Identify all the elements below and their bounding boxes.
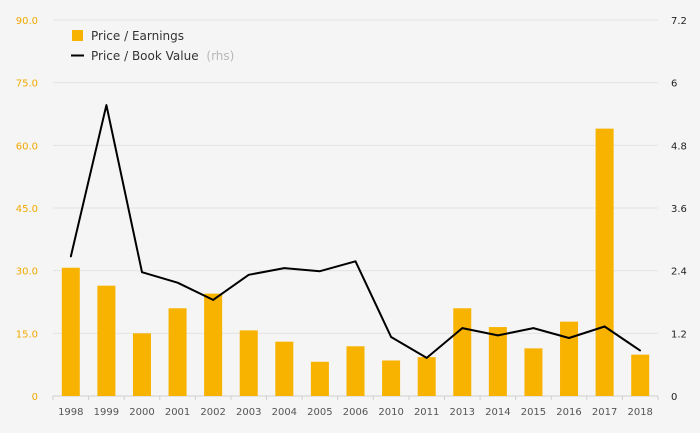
- x-tick-label: 2005: [307, 407, 332, 418]
- pb-point-2016: [568, 337, 570, 339]
- pb-point-2017: [603, 325, 606, 328]
- pe-bar-2006: [346, 346, 365, 396]
- pb-point-2011: [425, 357, 428, 359]
- pe-bar-2000: [132, 333, 151, 396]
- x-tick-label: 2017: [592, 407, 617, 418]
- pb-point-2018: [639, 349, 642, 352]
- pb-point-1999: [105, 104, 108, 106]
- x-tick-label: 2006: [343, 407, 368, 418]
- x-tick-label: 2001: [165, 407, 190, 418]
- x-tick-label: 2018: [627, 407, 652, 418]
- y-right-tick-label: 3.6: [671, 204, 687, 215]
- y-left-tick-label: 75.0: [16, 79, 38, 90]
- y-left-tick-label: 0: [32, 392, 38, 403]
- gridlines: [53, 19, 658, 397]
- x-tick-label: 2014: [485, 407, 510, 418]
- pe-bar-2010: [382, 360, 401, 396]
- x-tick-label: 1999: [94, 407, 119, 418]
- pe-bar-2004: [275, 341, 294, 396]
- y-right-tick-label: 0: [671, 392, 677, 403]
- y-left-tick-label: 15.0: [16, 329, 38, 340]
- pb-point-2002: [212, 299, 214, 301]
- y-axis-left: 0 15.0 30.0 45.0 60.0 75.0 90.0: [16, 16, 38, 403]
- x-tick-label: 2010: [378, 407, 403, 418]
- y-left-tick-label: 90.0: [16, 16, 38, 27]
- y-right-tick-label: 4.8: [671, 141, 687, 152]
- y-right-tick-label: 6: [671, 79, 677, 90]
- x-tick-label: 2015: [521, 407, 546, 418]
- y-right-tick-label: 1.2: [671, 329, 687, 340]
- y-axis-right: 0 1.2 2.4 3.6 4.8 6 7.2: [671, 16, 687, 403]
- pb-point-2006: [354, 260, 357, 263]
- y-left-tick-label: 30.0: [16, 267, 38, 278]
- x-tick-label: 2000: [129, 407, 154, 418]
- x-axis: 1998 1999 2000 2001 2002 2003 2004 2005 2006 2010…: [52, 396, 659, 418]
- pb-point-2004: [283, 267, 286, 269]
- pe-bar-2011: [417, 357, 436, 396]
- pe-bar-2013: [453, 308, 472, 396]
- pb-point-2010: [390, 336, 392, 338]
- pb-point-1998: [69, 255, 72, 258]
- pe-bar-1999: [97, 285, 116, 396]
- pe-bar-2014: [488, 327, 507, 396]
- legend-label-pb-text: Price / Book Value: [91, 49, 199, 63]
- pe-bar-1998: [61, 267, 80, 396]
- pb-point-2001: [176, 281, 179, 284]
- pe-bar-2001: [168, 308, 187, 396]
- legend-label-pb-suffix: (rhs): [206, 49, 234, 63]
- pb-point-2000: [141, 271, 143, 274]
- pb-point-2003: [247, 274, 250, 276]
- y-right-tick-label: 2.4: [671, 267, 687, 278]
- x-tick-label: 2016: [556, 407, 581, 418]
- legend-swatch-pe: [72, 30, 83, 41]
- y-right-tick-label: 7.2: [671, 16, 687, 27]
- y-left-tick-label: 60.0: [16, 141, 38, 152]
- pb-point-2015: [532, 327, 535, 329]
- pb-point-2013: [461, 327, 464, 329]
- pb-point-2014: [497, 334, 499, 337]
- x-tick-label: 2003: [236, 407, 261, 418]
- pe-bar-2005: [310, 361, 329, 396]
- pb-line-path: [69, 104, 641, 359]
- pb-line: [69, 104, 642, 359]
- x-tick-label: 2011: [414, 407, 439, 418]
- pe-bar-2018: [631, 354, 650, 396]
- legend-label-pb: Price / Book Value (rhs): [91, 49, 234, 63]
- x-tick-label: 2013: [450, 407, 475, 418]
- legend-label-pe: Price / Earnings: [91, 29, 184, 43]
- pb-point-2005: [319, 270, 321, 272]
- x-tick-label: 2002: [200, 407, 225, 418]
- pe-bar-2002: [204, 293, 223, 396]
- y-left-tick-label: 45.0: [16, 204, 38, 215]
- pe-bar-2016: [560, 321, 579, 396]
- pe-bar-2015: [524, 348, 543, 396]
- pe-bar-2017: [595, 128, 614, 396]
- x-tick-label: 2004: [272, 407, 297, 418]
- x-tick-label: 1998: [58, 407, 83, 418]
- pe-bar-2003: [239, 330, 258, 396]
- legend: Price / Earnings Price / Book Value (rhs…: [71, 29, 234, 63]
